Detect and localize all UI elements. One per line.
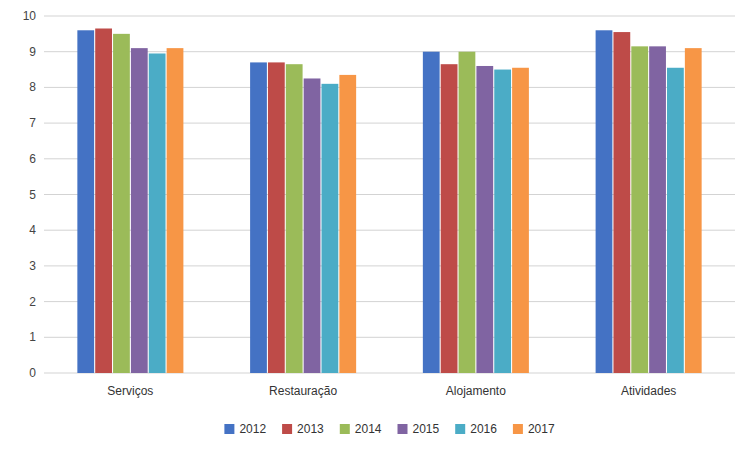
bar <box>631 46 648 373</box>
x-axis: Serviços Restauração Alojamento Atividades <box>107 384 676 398</box>
x-tick-label: Atividades <box>621 384 676 398</box>
bar <box>667 68 684 373</box>
bar <box>167 48 184 373</box>
legend-item: 2015 <box>398 422 440 436</box>
bar <box>304 78 321 373</box>
y-tick-label: 6 <box>29 152 36 166</box>
bar <box>339 75 356 373</box>
y-tick-label: 9 <box>29 45 36 59</box>
bar <box>77 30 94 373</box>
bar <box>441 64 458 373</box>
bars <box>77 28 701 373</box>
legend-item: 2016 <box>455 422 497 436</box>
legend-swatch <box>455 424 465 434</box>
legend-swatch <box>513 424 523 434</box>
legend-swatch <box>398 424 408 434</box>
legend-item: 2014 <box>340 422 382 436</box>
grid-line <box>44 16 735 17</box>
chart-container: 0 1 2 3 4 5 6 7 8 9 10 Serviços Restauração Alojament… <box>0 0 751 451</box>
legend-swatch <box>224 424 234 434</box>
bar <box>685 48 702 373</box>
legend-swatch <box>340 424 350 434</box>
legend-label: 2014 <box>355 422 382 436</box>
background <box>0 0 751 451</box>
bar <box>286 64 303 373</box>
y-tick-label: 1 <box>29 330 36 344</box>
x-tick-label: Restauração <box>269 384 337 398</box>
bar <box>423 52 440 373</box>
y-axis: 0 1 2 3 4 5 6 7 8 9 10 <box>23 9 735 380</box>
bar <box>250 62 267 373</box>
legend-label: 2012 <box>239 422 266 436</box>
bar <box>512 68 529 373</box>
legend-label: 2016 <box>470 422 497 436</box>
bar <box>459 52 476 373</box>
bar <box>131 48 148 373</box>
y-tick-label: 5 <box>29 188 36 202</box>
legend-label: 2017 <box>528 422 555 436</box>
legend-item: 2012 <box>224 422 266 436</box>
y-tick-label: 7 <box>29 116 36 130</box>
bar <box>322 84 339 373</box>
x-tick-label: Alojamento <box>446 384 506 398</box>
y-tick-label: 0 <box>29 366 36 380</box>
bar <box>268 62 285 373</box>
x-tick-label: Serviços <box>107 384 153 398</box>
bar <box>494 70 511 373</box>
bar <box>149 53 166 373</box>
bar <box>113 34 130 373</box>
legend: 2012 2013 2014 2015 2016 2017 <box>224 422 555 436</box>
y-tick-label: 10 <box>23 9 37 23</box>
y-tick-label: 4 <box>29 223 36 237</box>
bar <box>596 30 613 373</box>
legend-swatch <box>282 424 292 434</box>
y-tick-label: 2 <box>29 295 36 309</box>
legend-item: 2017 <box>513 422 555 436</box>
bar <box>613 32 630 373</box>
bar <box>476 66 493 373</box>
chart-svg: 0 1 2 3 4 5 6 7 8 9 10 Serviços Restauração Alojament… <box>0 0 751 451</box>
bar <box>95 28 112 373</box>
y-tick-label: 8 <box>29 80 36 94</box>
legend-label: 2015 <box>413 422 440 436</box>
bar <box>649 46 666 373</box>
legend-label: 2013 <box>297 422 324 436</box>
y-tick-label: 3 <box>29 259 36 273</box>
legend-item: 2013 <box>282 422 324 436</box>
